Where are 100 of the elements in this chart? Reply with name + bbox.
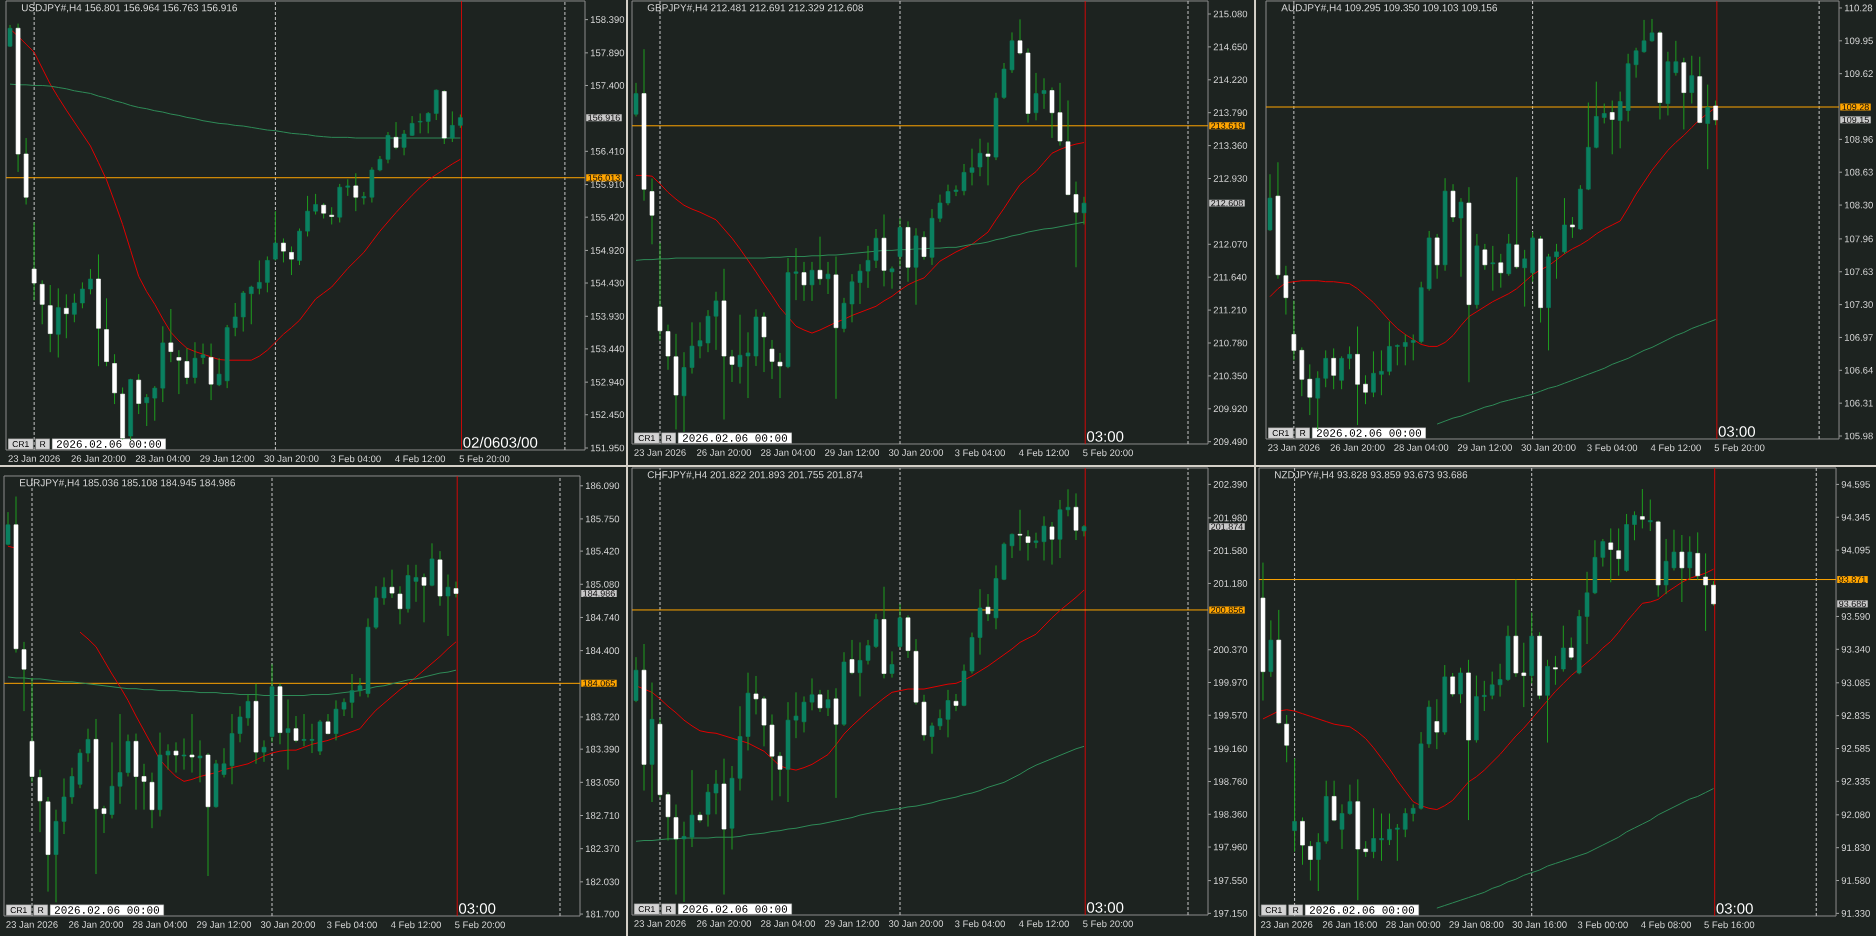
annotation: 2026.02.06 00:00: [56, 440, 162, 448]
x-tick-label: 4 Feb 08:00: [1640, 921, 1692, 929]
annotation: CR1: [12, 441, 29, 448]
y-tick-label: 213.360: [1213, 142, 1248, 149]
annotation: 03:00: [1087, 902, 1124, 913]
annotation: CR1: [1272, 430, 1289, 437]
annotation: 2026.02.06 00:00: [1316, 429, 1422, 437]
y-tick-label: 183.050: [585, 778, 620, 786]
x-tick-label: 5 Feb 20:00: [1083, 449, 1133, 457]
annotation: R: [1293, 907, 1299, 913]
text: 184.986: [583, 590, 615, 597]
text: 156.916: [588, 114, 620, 121]
y-tick-label: 91.830: [1841, 844, 1870, 852]
x-tick-label: 29 Jan 12:00: [197, 921, 252, 928]
y-tick-label: 212.070: [1213, 240, 1248, 248]
y-tick-label: 152.450: [590, 411, 625, 419]
x-tick-label: 29 Jan 12:00: [1457, 444, 1512, 451]
y-tick-label: 197.550: [1213, 877, 1248, 884]
x-tick-label: 26 Jan 20:00: [697, 449, 752, 456]
annotation: 03:00: [1087, 431, 1124, 442]
y-tick-label: 201.180: [1213, 580, 1248, 587]
y-tick-label: 108.96: [1844, 135, 1873, 143]
x-tick-label: 26 Jan 16:00: [1322, 921, 1377, 928]
y-tick-label: 184.400: [585, 647, 620, 654]
y-tick-label: 209.490: [1213, 438, 1248, 446]
x-tick-label: 28 Jan 04:00: [761, 449, 816, 456]
y-tick-label: 110.28: [1844, 4, 1873, 12]
y-tick-label: 93.340: [1841, 645, 1870, 653]
x-tick-label: 5 Feb 20:00: [455, 921, 505, 929]
annotation: 2026.02.06 00:00: [682, 434, 788, 442]
y-tick-label: 109.62: [1844, 70, 1873, 78]
y-tick-label: 105.98: [1844, 432, 1873, 440]
y-tick-label: 152.940: [590, 378, 625, 386]
x-tick-label: 30 Jan 20:00: [888, 449, 944, 456]
chart-title: USDJPY#,H4 156.801 156.964 156.763 156.916: [21, 4, 237, 13]
x-tick-label: 5 Feb 16:00: [1704, 921, 1755, 929]
annotation: 03:00: [459, 903, 496, 914]
y-tick-label: 93.085: [1841, 679, 1870, 687]
x-tick-label: 26 Jan 20:00: [1330, 444, 1385, 451]
annotation: CR1: [10, 907, 27, 914]
y-tick-label: 94.345: [1841, 513, 1870, 521]
annotation: R: [666, 435, 672, 441]
x-tick-label: 23 Jan 2026: [1261, 921, 1313, 928]
annotation: CR1: [638, 906, 655, 913]
annotation: CR1: [1265, 907, 1282, 914]
y-tick-label: 181.700: [585, 910, 620, 918]
x-tick-label: 3 Feb 04:00: [955, 449, 1005, 457]
x-tick-label: 28 Jan 04:00: [761, 920, 816, 927]
y-tick-label: 93.590: [1841, 613, 1870, 620]
text: 93.686: [1839, 600, 1866, 608]
x-tick-label: 26 Jan 20:00: [69, 921, 124, 928]
x-tick-label: 4 Feb 12:00: [395, 455, 446, 463]
x-tick-label: 30 Jan 16:00: [1512, 921, 1567, 928]
y-tick-label: 91.580: [1841, 877, 1870, 884]
annotation: 03:00: [1716, 903, 1753, 914]
x-tick-label: 28 Jan 00:00: [1386, 921, 1441, 928]
x-tick-label: 3 Feb 04:00: [955, 920, 1005, 928]
y-tick-label: 215.080: [1213, 10, 1248, 18]
x-tick-label: 4 Feb 12:00: [1650, 444, 1701, 452]
y-tick-label: 91.330: [1841, 910, 1870, 917]
annotation: 2026.02.06 00:00: [1309, 906, 1415, 914]
y-tick-label: 184.740: [585, 614, 620, 621]
x-tick-label: 26 Jan 20:00: [71, 455, 126, 462]
x-tick-label: 30 Jan 20:00: [264, 455, 319, 462]
y-tick-label: 107.30: [1844, 301, 1873, 308]
y-tick-label: 214.650: [1213, 43, 1248, 51]
y-tick-label: 210.350: [1213, 372, 1248, 380]
ref-line-label: 109.28: [1842, 103, 1869, 111]
x-tick-label: 3 Feb 04:00: [327, 921, 377, 929]
x-tick-label: 4 Feb 12:00: [1018, 449, 1069, 457]
y-tick-label: 211.210: [1213, 306, 1247, 314]
y-tick-label: 107.63: [1844, 268, 1873, 276]
ref-line-label: 200.856: [1211, 606, 1243, 614]
y-tick-label: 106.97: [1844, 334, 1873, 341]
chart-title: NZDJPY#,H4 93.828 93.859 93.673 93.686: [1275, 471, 1468, 480]
chart-title: CHFJPY#,H4 201.822 201.893 201.755 201.874: [647, 471, 863, 480]
x-tick-label: 28 Jan 04:00: [133, 921, 188, 928]
y-tick-label: 92.835: [1841, 712, 1870, 720]
y-tick-label: 185.750: [585, 515, 620, 523]
x-tick-label: 26 Jan 20:00: [697, 920, 752, 927]
annotation: 2026.02.06 00:00: [54, 906, 160, 914]
y-tick-label: 198.760: [1213, 778, 1248, 785]
y-tick-label: 202.390: [1213, 481, 1248, 488]
annotation: R: [38, 907, 44, 913]
y-tick-label: 158.390: [590, 16, 625, 23]
y-tick-label: 107.96: [1844, 235, 1873, 243]
ref-line-label: 213.619: [1211, 122, 1243, 129]
x-tick-label: 29 Jan 12:00: [825, 920, 880, 927]
y-tick-label: 185.420: [585, 547, 620, 555]
y-tick-label: 214.220: [1213, 76, 1248, 84]
x-tick-label: 5 Feb 20:00: [1083, 920, 1133, 928]
ref-line-label: 93.871: [1839, 576, 1866, 583]
y-tick-label: 197.960: [1213, 843, 1248, 851]
y-tick-label: 94.595: [1841, 481, 1870, 488]
y-tick-label: 200.370: [1213, 646, 1248, 654]
x-tick-label: 3 Feb 00:00: [1577, 921, 1628, 929]
x-tick-label: 4 Feb 12:00: [390, 921, 441, 929]
x-tick-label: 5 Feb 20:00: [1714, 444, 1765, 452]
y-tick-label: 157.890: [590, 49, 625, 57]
y-tick-label: 199.970: [1213, 679, 1248, 686]
